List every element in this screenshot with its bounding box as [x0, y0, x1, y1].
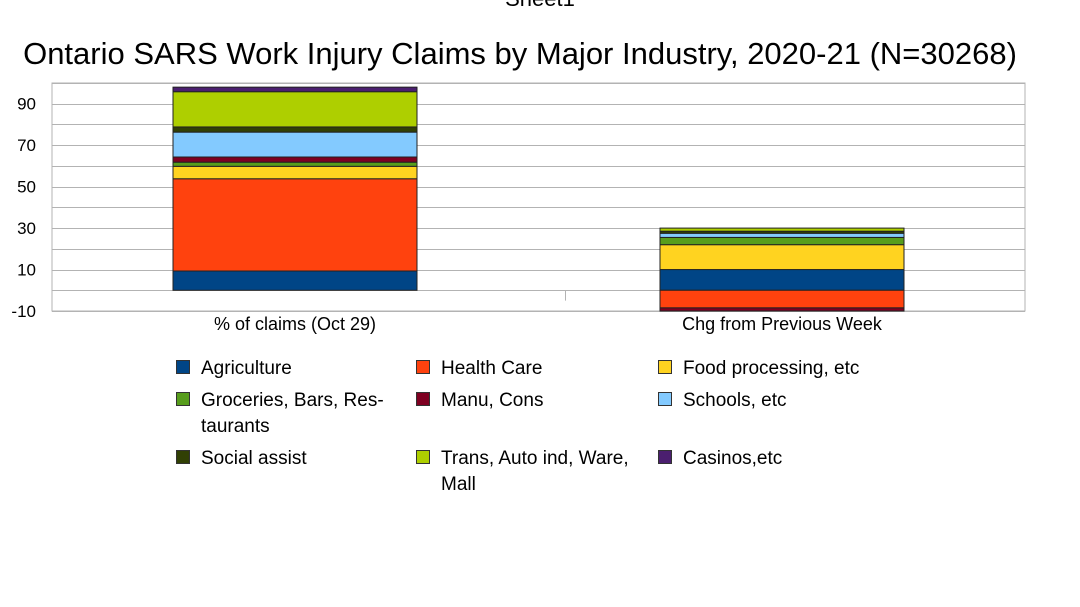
bar-segment [659, 244, 905, 271]
bar-segment [659, 232, 905, 238]
y-tick-label: 90 [17, 95, 36, 114]
bar-segment [659, 289, 905, 309]
x-category-label: % of claims (Oct 29) [214, 314, 376, 334]
legend-swatch [416, 360, 430, 374]
legend-item: Health Care [416, 356, 658, 382]
bar-segment [172, 270, 418, 291]
x-category-label: Chg from Previous Week [682, 314, 883, 334]
legend-label: Groceries, Bars, Res-taurants [201, 390, 384, 437]
legend-label: Social assist [201, 448, 307, 469]
bar-segment [659, 236, 905, 246]
y-tick-label: 50 [17, 178, 36, 197]
bar-segment [659, 227, 905, 232]
chart-legend: Agriculture Health Care Food processing, e… [176, 356, 1056, 498]
legend-label: Health Care [441, 358, 543, 379]
y-tick-label: -10 [11, 302, 36, 321]
bar-segment [659, 307, 905, 312]
y-tick-label: 30 [17, 219, 36, 238]
legend-item: Manu, Cons [416, 388, 658, 440]
legend-label: Manu, Cons [441, 390, 544, 411]
legend-label: Trans, Auto ind, Ware, Mall [441, 448, 629, 495]
bar-segment [172, 161, 418, 167]
bar-segment [172, 91, 418, 128]
bar-segment [172, 178, 418, 272]
legend-swatch [658, 392, 672, 406]
legend-item: Agriculture [176, 356, 416, 382]
chart-title: Ontario SARS Work Injury Claims by Major… [23, 36, 1017, 71]
legend-item: Food processing, etc [658, 356, 1056, 382]
legend-swatch [658, 450, 672, 464]
bar-segment [172, 131, 418, 158]
sheet-label: Sheet1 [0, 0, 1080, 12]
bar-segment [172, 86, 418, 93]
bar-segment [172, 156, 418, 163]
legend-swatch [176, 360, 190, 374]
axes: 90 70 50 30 10 -10 % of claims (Oct 29) Chg fro… [11, 95, 882, 334]
stacked-bar-chart: 90 70 50 30 10 -10 % of claims (Oct 29) Chg fro… [11, 82, 1026, 334]
legend-swatch [176, 392, 190, 406]
legend-label: Agriculture [201, 358, 292, 379]
legend-item: Trans, Auto ind, Ware, Mall [416, 446, 658, 498]
legend-item: Casinos,etc [658, 446, 1056, 498]
legend-swatch [416, 450, 430, 464]
bar-segment [659, 269, 905, 291]
legend-item: Schools, etc [658, 388, 1056, 440]
legend-label: Casinos,etc [683, 448, 783, 469]
legend-swatch [658, 360, 672, 374]
legend-item: Groceries, Bars, Res-taurants [176, 388, 416, 440]
legend-label: Schools, etc [683, 390, 787, 411]
y-tick-label: 10 [17, 261, 36, 280]
bar-segment [172, 126, 418, 133]
legend-item: Social assist [176, 446, 416, 498]
legend-swatch [416, 392, 430, 406]
bar-segment [172, 165, 418, 180]
y-tick-label: 70 [17, 136, 36, 155]
legend-swatch [176, 450, 190, 464]
legend-label: Food processing, etc [683, 358, 860, 379]
bars [172, 86, 905, 312]
